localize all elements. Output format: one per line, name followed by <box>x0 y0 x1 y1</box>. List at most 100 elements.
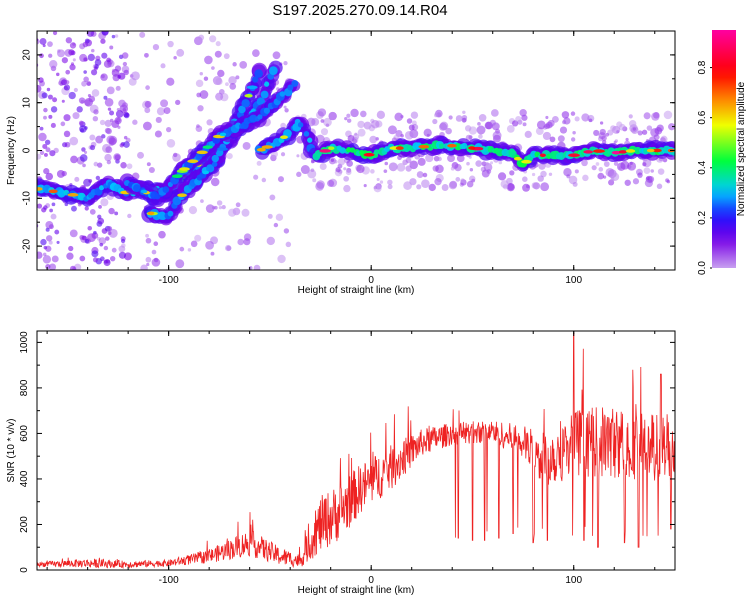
x-tick-label: 100 <box>565 575 582 586</box>
noise-blob <box>152 44 160 51</box>
noise-blob <box>356 164 365 174</box>
noise-blob <box>357 128 366 137</box>
ridge-hotspot <box>468 146 476 150</box>
noise-blob <box>601 139 607 145</box>
ridge-core <box>99 185 105 191</box>
noise-blob <box>272 51 281 60</box>
noise-blob <box>595 162 600 166</box>
noise-blob <box>50 106 58 113</box>
noise-blob <box>87 225 93 231</box>
noise-blob <box>31 87 34 90</box>
noise-blob <box>113 153 121 161</box>
noise-blob <box>460 178 465 183</box>
noise-blob <box>211 66 215 70</box>
ridge-core <box>211 154 219 163</box>
noise-blob <box>175 259 185 269</box>
noise-blob <box>69 136 79 146</box>
ridge-core <box>495 148 505 157</box>
noise-blob <box>266 236 275 246</box>
noise-blob <box>144 100 152 108</box>
noise-blob <box>455 115 463 122</box>
noise-blob <box>108 228 118 238</box>
ridge-hotspot <box>67 193 79 197</box>
noise-blob <box>312 178 317 183</box>
noise-blob <box>103 259 111 267</box>
ridge-hotspot <box>611 150 621 155</box>
snr-marks <box>37 332 675 570</box>
noise-blob <box>519 108 527 117</box>
noise-blob <box>307 169 317 179</box>
noise-blob <box>588 118 593 123</box>
noise-blob <box>403 181 412 190</box>
noise-blob <box>491 109 499 117</box>
noise-blob <box>87 94 92 98</box>
noise-blob <box>50 213 57 220</box>
snr-series-line <box>37 332 675 570</box>
noise-blob <box>225 82 229 87</box>
noise-blob <box>76 106 83 113</box>
noise-blob <box>203 76 209 81</box>
noise-blob <box>91 232 99 239</box>
colorbar-label: Normalized spectral amplitude <box>736 81 747 216</box>
noise-blob <box>235 75 240 80</box>
noise-blob <box>89 134 96 141</box>
noise-blob <box>52 97 58 103</box>
noise-blob <box>99 119 106 126</box>
noise-blob <box>643 167 651 174</box>
noise-blob <box>42 44 46 48</box>
noise-blob <box>478 114 487 122</box>
ridge-core <box>249 114 258 123</box>
noise-blob <box>144 52 149 58</box>
ridge-core <box>206 164 215 173</box>
noise-blob <box>620 160 630 170</box>
ridge-hotspot <box>646 148 655 153</box>
ridge-core <box>373 149 380 155</box>
noise-blob <box>91 69 98 76</box>
noise-blob <box>48 263 57 270</box>
noise-blob <box>405 165 412 172</box>
ridge-hotspot <box>521 159 532 164</box>
noise-blob <box>205 204 215 213</box>
noise-blob <box>65 80 70 85</box>
noise-blob <box>563 168 572 177</box>
ridge-core <box>241 99 250 108</box>
ridge-hotspot <box>202 145 213 149</box>
noise-blob <box>82 163 86 168</box>
noise-blob <box>47 41 53 47</box>
noise-blob <box>632 178 640 185</box>
noise-blob <box>485 161 489 166</box>
noise-blob <box>107 226 113 232</box>
noise-blob <box>668 123 675 131</box>
noise-blob <box>405 157 412 164</box>
noise-blob <box>122 61 128 67</box>
noise-blob <box>123 252 132 261</box>
noise-blob <box>74 176 80 182</box>
noise-blob <box>114 34 119 38</box>
ridge-hotspot <box>625 149 636 153</box>
noise-blob <box>70 155 78 164</box>
noise-blob <box>190 240 198 248</box>
y-tick-label: 0 <box>22 147 33 153</box>
noise-blob <box>126 163 133 170</box>
noise-blob <box>506 125 515 133</box>
noise-blob <box>475 160 482 167</box>
noise-blob <box>404 130 414 140</box>
noise-blob <box>79 53 88 62</box>
noise-blob <box>323 117 332 127</box>
noise-blob <box>173 55 177 60</box>
ridge-hotspot <box>216 147 229 151</box>
noise-blob <box>63 114 71 122</box>
noise-blob <box>92 257 99 263</box>
noise-blob <box>646 125 653 131</box>
noise-blob <box>277 176 284 183</box>
noise-blob <box>106 159 112 165</box>
noise-blob <box>120 238 126 244</box>
noise-blob <box>637 172 643 178</box>
noise-blob <box>445 127 452 135</box>
noise-blob <box>61 57 68 64</box>
noise-blob <box>243 233 252 241</box>
noise-blob <box>629 120 637 128</box>
noise-blob <box>89 209 96 215</box>
noise-blob <box>462 110 466 115</box>
